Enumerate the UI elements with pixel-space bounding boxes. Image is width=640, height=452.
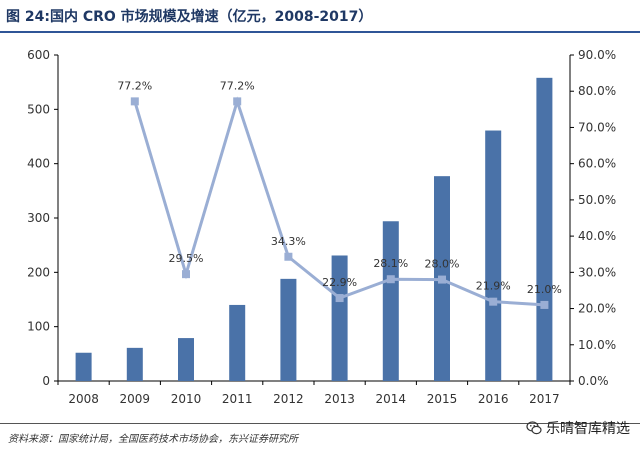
y-left-tick-label: 100 (27, 320, 50, 334)
bar (178, 338, 194, 381)
chart-canvas: 0 100 200 300 400 500 600 0.0% 10.0% 20.0% 30.0% 40… (27, 48, 616, 406)
y-left-tick-label: 0 (42, 374, 50, 388)
data-label: 29.5% (169, 252, 204, 265)
data-label: 34.3% (271, 235, 306, 248)
growth-point (335, 294, 344, 303)
bar (75, 352, 92, 381)
title-divider (0, 31, 640, 33)
x-tick-label: 2016 (478, 392, 509, 406)
data-label: 28.1% (373, 257, 408, 270)
y-right-tick-label: 90.0% (578, 48, 616, 62)
y-left-tick-label: 300 (27, 211, 50, 225)
bar (536, 77, 553, 381)
growth-point (489, 297, 498, 306)
data-label: 22.9% (322, 276, 357, 289)
x-tick-label: 2012 (273, 392, 304, 406)
y-right-tick-label: 20.0% (578, 302, 616, 316)
bar (126, 347, 143, 381)
y-right-tick-label: 50.0% (578, 193, 616, 207)
growth-point (540, 300, 549, 309)
y-right-tick-label: 30.0% (578, 265, 616, 279)
bar (485, 130, 502, 381)
growth-point (182, 270, 190, 279)
y-right-tick-label: 80.0% (578, 84, 616, 98)
x-tick-label: 2014 (376, 392, 407, 406)
growth-point (233, 97, 242, 106)
bar (229, 304, 246, 381)
growth-point (130, 97, 139, 106)
watermark: 乐晴智库精选 (526, 418, 630, 438)
source-divider (0, 423, 640, 424)
data-label: 21.9% (476, 280, 511, 293)
y-left-tick-label: 500 (27, 102, 50, 116)
data-label: 28.0% (425, 258, 460, 271)
y-right-tick-label: 60.0% (578, 157, 616, 171)
data-label: 21.0% (527, 283, 562, 296)
chart-title: 图 24:国内 CRO 市场规模及增速（亿元，2008-2017） (6, 9, 373, 25)
y-right-tick-label: 70.0% (578, 120, 616, 134)
wechat-logo-icon (526, 421, 542, 435)
x-tick-label: 2015 (427, 392, 458, 406)
y-right-tick-label: 0.0% (578, 374, 609, 388)
x-tick-label: 2013 (324, 392, 355, 406)
y-right-tick-label: 10.0% (578, 338, 616, 352)
data-label: 77.2% (117, 79, 152, 92)
growth-point (284, 252, 293, 261)
x-tick-label: 2010 (171, 392, 202, 406)
watermark-text: 乐晴智库精选 (546, 421, 630, 437)
growth-point (386, 275, 395, 284)
growth-point (438, 275, 446, 284)
y-left-tick-label: 400 (27, 157, 50, 171)
y-left-tick-label: 600 (27, 48, 50, 62)
x-tick-label: 2017 (529, 392, 560, 406)
y-left-tick-label: 200 (27, 265, 50, 279)
source-note: 资料来源：国家统计局，全国医药技术市场协会，东兴证券研究所 (8, 434, 298, 445)
bar (382, 221, 399, 381)
data-label: 77.2% (220, 79, 255, 92)
x-tick-label: 2009 (120, 392, 151, 406)
y-right-tick-label: 40.0% (578, 229, 616, 243)
x-tick-label: 2011 (222, 392, 253, 406)
bar (280, 278, 297, 381)
x-tick-label: 2008 (68, 392, 99, 406)
bar (331, 255, 348, 381)
